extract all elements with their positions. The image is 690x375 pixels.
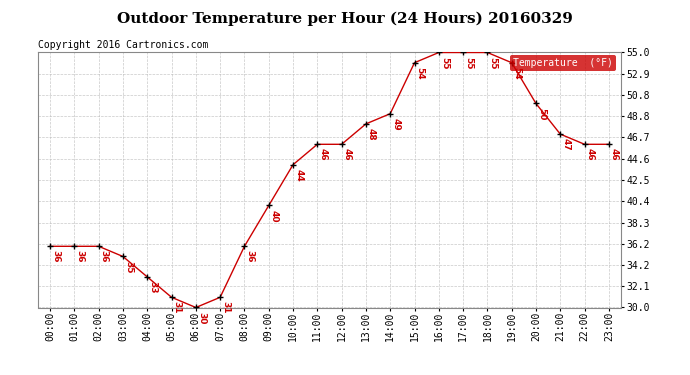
Text: 36: 36 xyxy=(51,251,60,263)
Text: 40: 40 xyxy=(270,210,279,222)
Text: 46: 46 xyxy=(343,148,352,161)
Text: 33: 33 xyxy=(148,281,157,294)
Text: 46: 46 xyxy=(586,148,595,161)
Text: 55: 55 xyxy=(489,57,497,69)
Text: 55: 55 xyxy=(440,57,449,69)
Text: 54: 54 xyxy=(415,67,424,80)
Text: 31: 31 xyxy=(221,302,230,314)
Text: 46: 46 xyxy=(610,148,619,161)
Text: 36: 36 xyxy=(75,251,84,263)
Text: 48: 48 xyxy=(367,128,376,141)
Text: 46: 46 xyxy=(318,148,327,161)
Text: 35: 35 xyxy=(124,261,133,273)
Text: 55: 55 xyxy=(464,57,473,69)
Text: 50: 50 xyxy=(537,108,546,120)
Text: 30: 30 xyxy=(197,312,206,324)
Text: 36: 36 xyxy=(246,251,255,263)
Text: Outdoor Temperature per Hour (24 Hours) 20160329: Outdoor Temperature per Hour (24 Hours) … xyxy=(117,11,573,26)
Text: 44: 44 xyxy=(294,169,303,182)
Text: Copyright 2016 Cartronics.com: Copyright 2016 Cartronics.com xyxy=(38,40,208,50)
Text: 49: 49 xyxy=(391,118,400,130)
Text: 47: 47 xyxy=(562,138,571,151)
Text: 36: 36 xyxy=(100,251,109,263)
Text: 31: 31 xyxy=(172,302,181,314)
Text: 54: 54 xyxy=(513,67,522,80)
Legend: Temperature  (°F): Temperature (°F) xyxy=(511,55,616,70)
